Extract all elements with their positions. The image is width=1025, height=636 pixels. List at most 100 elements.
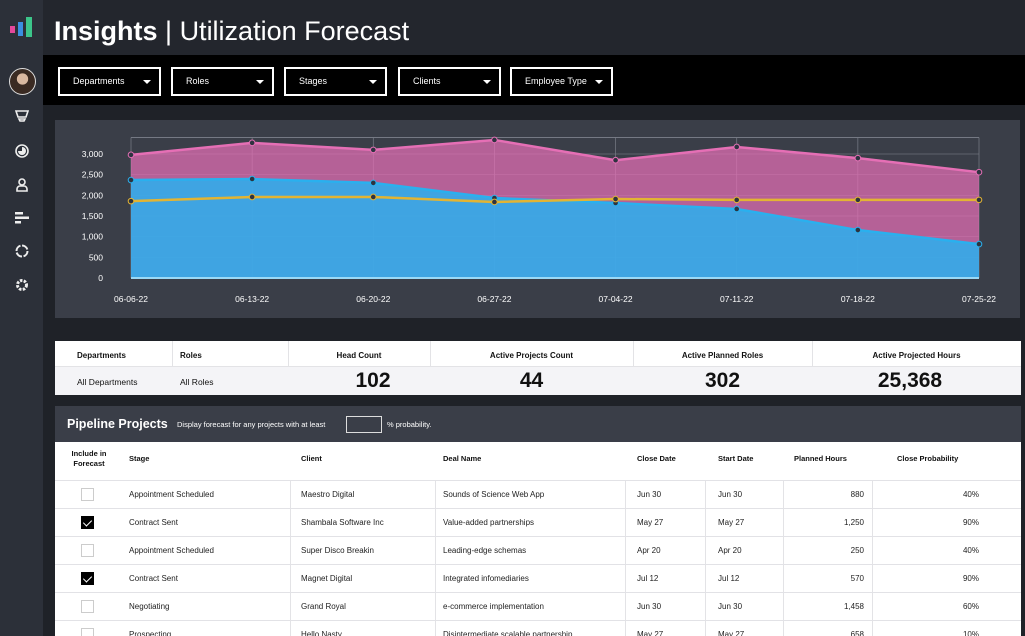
client-cell: Magnet Digital — [301, 574, 353, 583]
data-point — [127, 197, 135, 205]
chevron-down-icon — [143, 80, 151, 84]
data-point — [127, 151, 135, 159]
data-point — [854, 196, 862, 204]
planned-hours-cell: 658 — [850, 630, 864, 636]
bar-list-icon[interactable] — [14, 210, 30, 226]
series-line-2 — [130, 195, 979, 204]
include-checkbox[interactable] — [81, 516, 94, 529]
client-cell: Maestro Digital — [301, 490, 355, 499]
utilization-chart: 0 500 1,000 1,500 2,000 2,500 3,000 06-06-22 06-… — [55, 120, 1020, 318]
pipeline-table: Include in Forecast Stage Client Deal Na… — [55, 442, 1021, 636]
clients-dropdown[interactable]: Clients — [398, 67, 501, 96]
funnel-icon[interactable] — [14, 108, 30, 124]
table-row: Contract Sent Shambala Software Inc Valu… — [55, 508, 1021, 537]
deal-cell: Sounds of Science Web App — [443, 490, 545, 499]
refresh-icon[interactable] — [14, 243, 30, 259]
title-page: Utilization Forecast — [179, 16, 410, 46]
department-value: All Departments — [77, 377, 138, 387]
planned-hours-cell: 250 — [850, 546, 864, 555]
table-row: Appointment Scheduled Super Disco Breaki… — [55, 536, 1021, 565]
dropdown-label: Stages — [299, 76, 328, 86]
pipeline-header: Pipeline Projects Display forecast for a… — [55, 406, 1021, 442]
header-planned-hours: Planned Hours — [794, 454, 847, 463]
data-point — [975, 240, 983, 248]
title-section: Insights — [54, 16, 158, 46]
header-departments: Departments — [77, 351, 126, 360]
table-row: Negotiating Grand Royal e-commerce imple… — [55, 592, 1021, 621]
close-date-cell: Jun 30 — [637, 602, 662, 611]
probability-cell: 40% — [962, 490, 979, 499]
sidebar — [0, 0, 43, 636]
x-tick-label: 06-27-22 — [477, 294, 511, 304]
header-active-projects: Active Projects Count — [489, 351, 574, 360]
gear-icon[interactable] — [14, 277, 30, 293]
probability-description: Display forecast for any projects with a… — [177, 420, 326, 429]
client-cell: Hello Nasty — [301, 630, 342, 636]
series-line-0 — [130, 138, 980, 174]
stages-dropdown[interactable]: Stages — [284, 67, 387, 96]
app-logo[interactable] — [9, 16, 37, 40]
data-point — [248, 193, 256, 201]
header-close-date: Close Date — [637, 454, 676, 463]
close-date-cell: Jun 30 — [637, 490, 662, 499]
data-point — [854, 226, 862, 234]
roles-dropdown[interactable]: Roles — [171, 67, 274, 96]
start-date-cell: Apr 20 — [718, 546, 742, 555]
avatar[interactable] — [9, 68, 36, 95]
x-tick-label: 07-18-22 — [841, 294, 875, 304]
deal-cell: Leading-edge schemas — [443, 546, 527, 555]
probability-cell: 90% — [962, 518, 979, 527]
client-cell: Shambala Software Inc — [301, 518, 384, 527]
stage-cell: Appointment Scheduled — [129, 546, 214, 555]
include-checkbox[interactable] — [81, 628, 94, 636]
stage-cell: Negotiating — [129, 602, 170, 611]
table-row: Prospecting Hello Nasty Disintermediate … — [55, 620, 1021, 636]
x-tick-label: 06-06-22 — [114, 294, 148, 304]
data-point — [248, 139, 256, 147]
user-icon[interactable] — [14, 177, 30, 193]
head-count-value: 102 — [355, 369, 391, 392]
stage-cell: Contract Sent — [129, 518, 178, 527]
client-cell: Grand Royal — [301, 602, 346, 611]
dropdown-label: Departments — [73, 76, 125, 86]
data-point — [248, 175, 256, 183]
employee-type-dropdown[interactable]: Employee Type — [510, 67, 613, 96]
page-title: Insights | Utilization Forecast — [54, 16, 409, 47]
probability-input[interactable] — [346, 416, 382, 433]
client-cell: Super Disco Breakin — [301, 546, 374, 555]
y-tick-label: 0 — [98, 273, 103, 283]
start-date-cell: Jun 30 — [718, 602, 743, 611]
start-date-cell: May 27 — [718, 518, 745, 527]
include-checkbox[interactable] — [81, 544, 94, 557]
include-checkbox[interactable] — [81, 600, 94, 613]
chevron-down-icon — [483, 80, 491, 84]
probability-cell: 90% — [962, 574, 979, 583]
filter-bar: Departments Roles Stages Clients Employe… — [43, 55, 1025, 105]
header-include: Include in Forecast — [71, 449, 107, 468]
role-value: All Roles — [180, 377, 214, 387]
start-date-cell: Jun 30 — [718, 490, 743, 499]
stats-table: Departments Roles Head Count Active Proj… — [55, 341, 1021, 395]
header-planned-roles: Active Planned Roles — [681, 351, 764, 360]
planned-hours-cell: 1,250 — [843, 518, 864, 527]
data-point — [733, 196, 741, 204]
stage-cell: Contract Sent — [129, 574, 178, 583]
deal-cell: Value-added partnerships — [443, 518, 535, 527]
data-point — [733, 143, 741, 151]
data-point — [733, 205, 741, 213]
include-checkbox[interactable] — [81, 488, 94, 501]
dashboard-icon[interactable] — [14, 143, 30, 159]
chevron-down-icon — [256, 80, 264, 84]
departments-dropdown[interactable]: Departments — [58, 67, 161, 96]
header-head-count: Head Count — [336, 351, 382, 360]
close-date-cell: May 27 — [637, 630, 664, 636]
planned-hours-cell: 1,458 — [843, 602, 864, 611]
close-date-cell: May 27 — [637, 518, 664, 527]
data-point — [854, 154, 862, 162]
x-tick-label: 07-04-22 — [599, 294, 633, 304]
header-projected-hours: Active Projected Hours — [872, 351, 961, 360]
probability-suffix: % probability. — [387, 420, 432, 429]
include-checkbox[interactable] — [81, 572, 94, 585]
y-tick-label: 2,500 — [82, 170, 104, 180]
planned-hours-cell: 570 — [850, 574, 864, 583]
